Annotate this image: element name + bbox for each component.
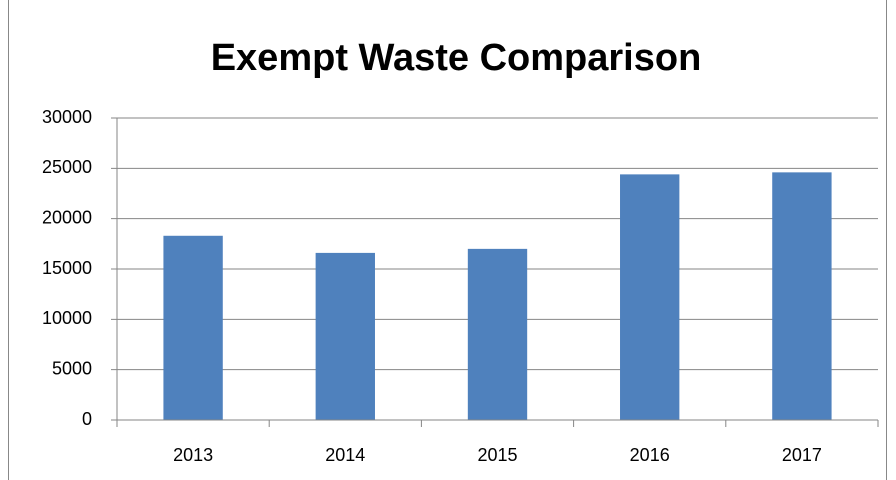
bar: [315, 252, 375, 420]
x-tick-label: 2017: [782, 445, 822, 465]
x-tick-label: 2014: [325, 445, 365, 465]
x-tick-label: 2015: [477, 445, 517, 465]
x-tick-label: 2016: [630, 445, 670, 465]
y-tick-label: 0: [82, 409, 92, 429]
y-tick-label: 25000: [42, 157, 92, 177]
chart-title: Exempt Waste Comparison: [211, 37, 702, 79]
bar: [467, 248, 528, 420]
chart-frame: [8, 0, 887, 480]
x-tick-label: 2013: [173, 445, 213, 465]
bar: [772, 172, 832, 420]
y-tick-label: 15000: [42, 258, 92, 278]
y-tick-label: 5000: [52, 358, 92, 378]
y-tick-label: 30000: [42, 107, 92, 127]
y-tick-label: 10000: [42, 308, 92, 328]
y-tick-label: 20000: [42, 207, 92, 227]
bar: [163, 235, 223, 420]
bar: [620, 174, 680, 420]
